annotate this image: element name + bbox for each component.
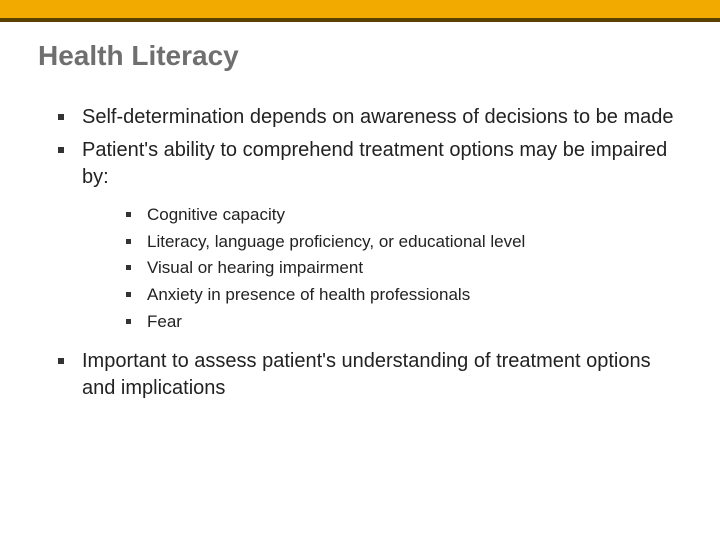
slide-title: Health Literacy [38, 40, 682, 72]
slide-content: Health Literacy Self-determination depen… [0, 22, 720, 402]
list-item: Visual or hearing impairment [38, 256, 682, 281]
bullet-text: Patient's ability to comprehend treatmen… [82, 137, 682, 191]
bullet-text: Fear [147, 310, 182, 335]
square-bullet-icon [126, 265, 131, 270]
bullet-list: Self-determination depends on awareness … [38, 104, 682, 402]
sub-list: Cognitive capacity Literacy, language pr… [38, 203, 682, 334]
square-bullet-icon [126, 319, 131, 324]
bullet-text: Important to assess patient's understand… [82, 348, 682, 402]
square-bullet-icon [58, 147, 64, 153]
bullet-text: Literacy, language proficiency, or educa… [147, 230, 525, 255]
bullet-text: Cognitive capacity [147, 203, 285, 228]
list-item: Fear [38, 310, 682, 335]
square-bullet-icon [126, 239, 131, 244]
bullet-text: Anxiety in presence of health profession… [147, 283, 470, 308]
list-item: Cognitive capacity [38, 203, 682, 228]
square-bullet-icon [58, 114, 64, 120]
list-item: Literacy, language proficiency, or educa… [38, 230, 682, 255]
square-bullet-icon [58, 358, 64, 364]
bullet-text: Visual or hearing impairment [147, 256, 363, 281]
square-bullet-icon [126, 212, 131, 217]
header-accent-bar [0, 0, 720, 22]
list-item: Self-determination depends on awareness … [38, 104, 682, 131]
list-item: Patient's ability to comprehend treatmen… [38, 137, 682, 191]
list-item: Anxiety in presence of health profession… [38, 283, 682, 308]
square-bullet-icon [126, 292, 131, 297]
list-item: Important to assess patient's understand… [38, 348, 682, 402]
bullet-text: Self-determination depends on awareness … [82, 104, 673, 131]
